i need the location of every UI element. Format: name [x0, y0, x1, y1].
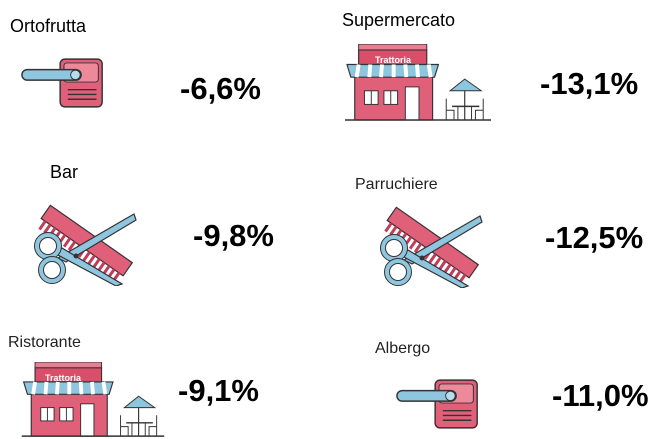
value: -12,5%	[545, 220, 643, 255]
icon	[21, 58, 103, 108]
value: -13,1%	[540, 66, 638, 101]
label: Ristorante	[8, 334, 81, 351]
sign: Trattoria	[45, 373, 82, 383]
label: Albergo	[375, 340, 430, 357]
value: -11,0%	[552, 378, 649, 413]
value: -9,8%	[193, 218, 274, 253]
label: Ortofrutta	[10, 16, 87, 36]
label: Supermercato	[342, 10, 455, 30]
sign: Trattoria	[375, 55, 412, 65]
icon	[381, 207, 482, 288]
value: -6,6%	[180, 71, 261, 106]
icon	[396, 379, 479, 429]
icon	[22, 362, 165, 436]
icon	[345, 44, 491, 122]
label: Bar	[50, 162, 78, 182]
value: -9,1%	[178, 373, 259, 408]
icon	[35, 205, 136, 286]
label: Parruchiere	[355, 176, 438, 193]
